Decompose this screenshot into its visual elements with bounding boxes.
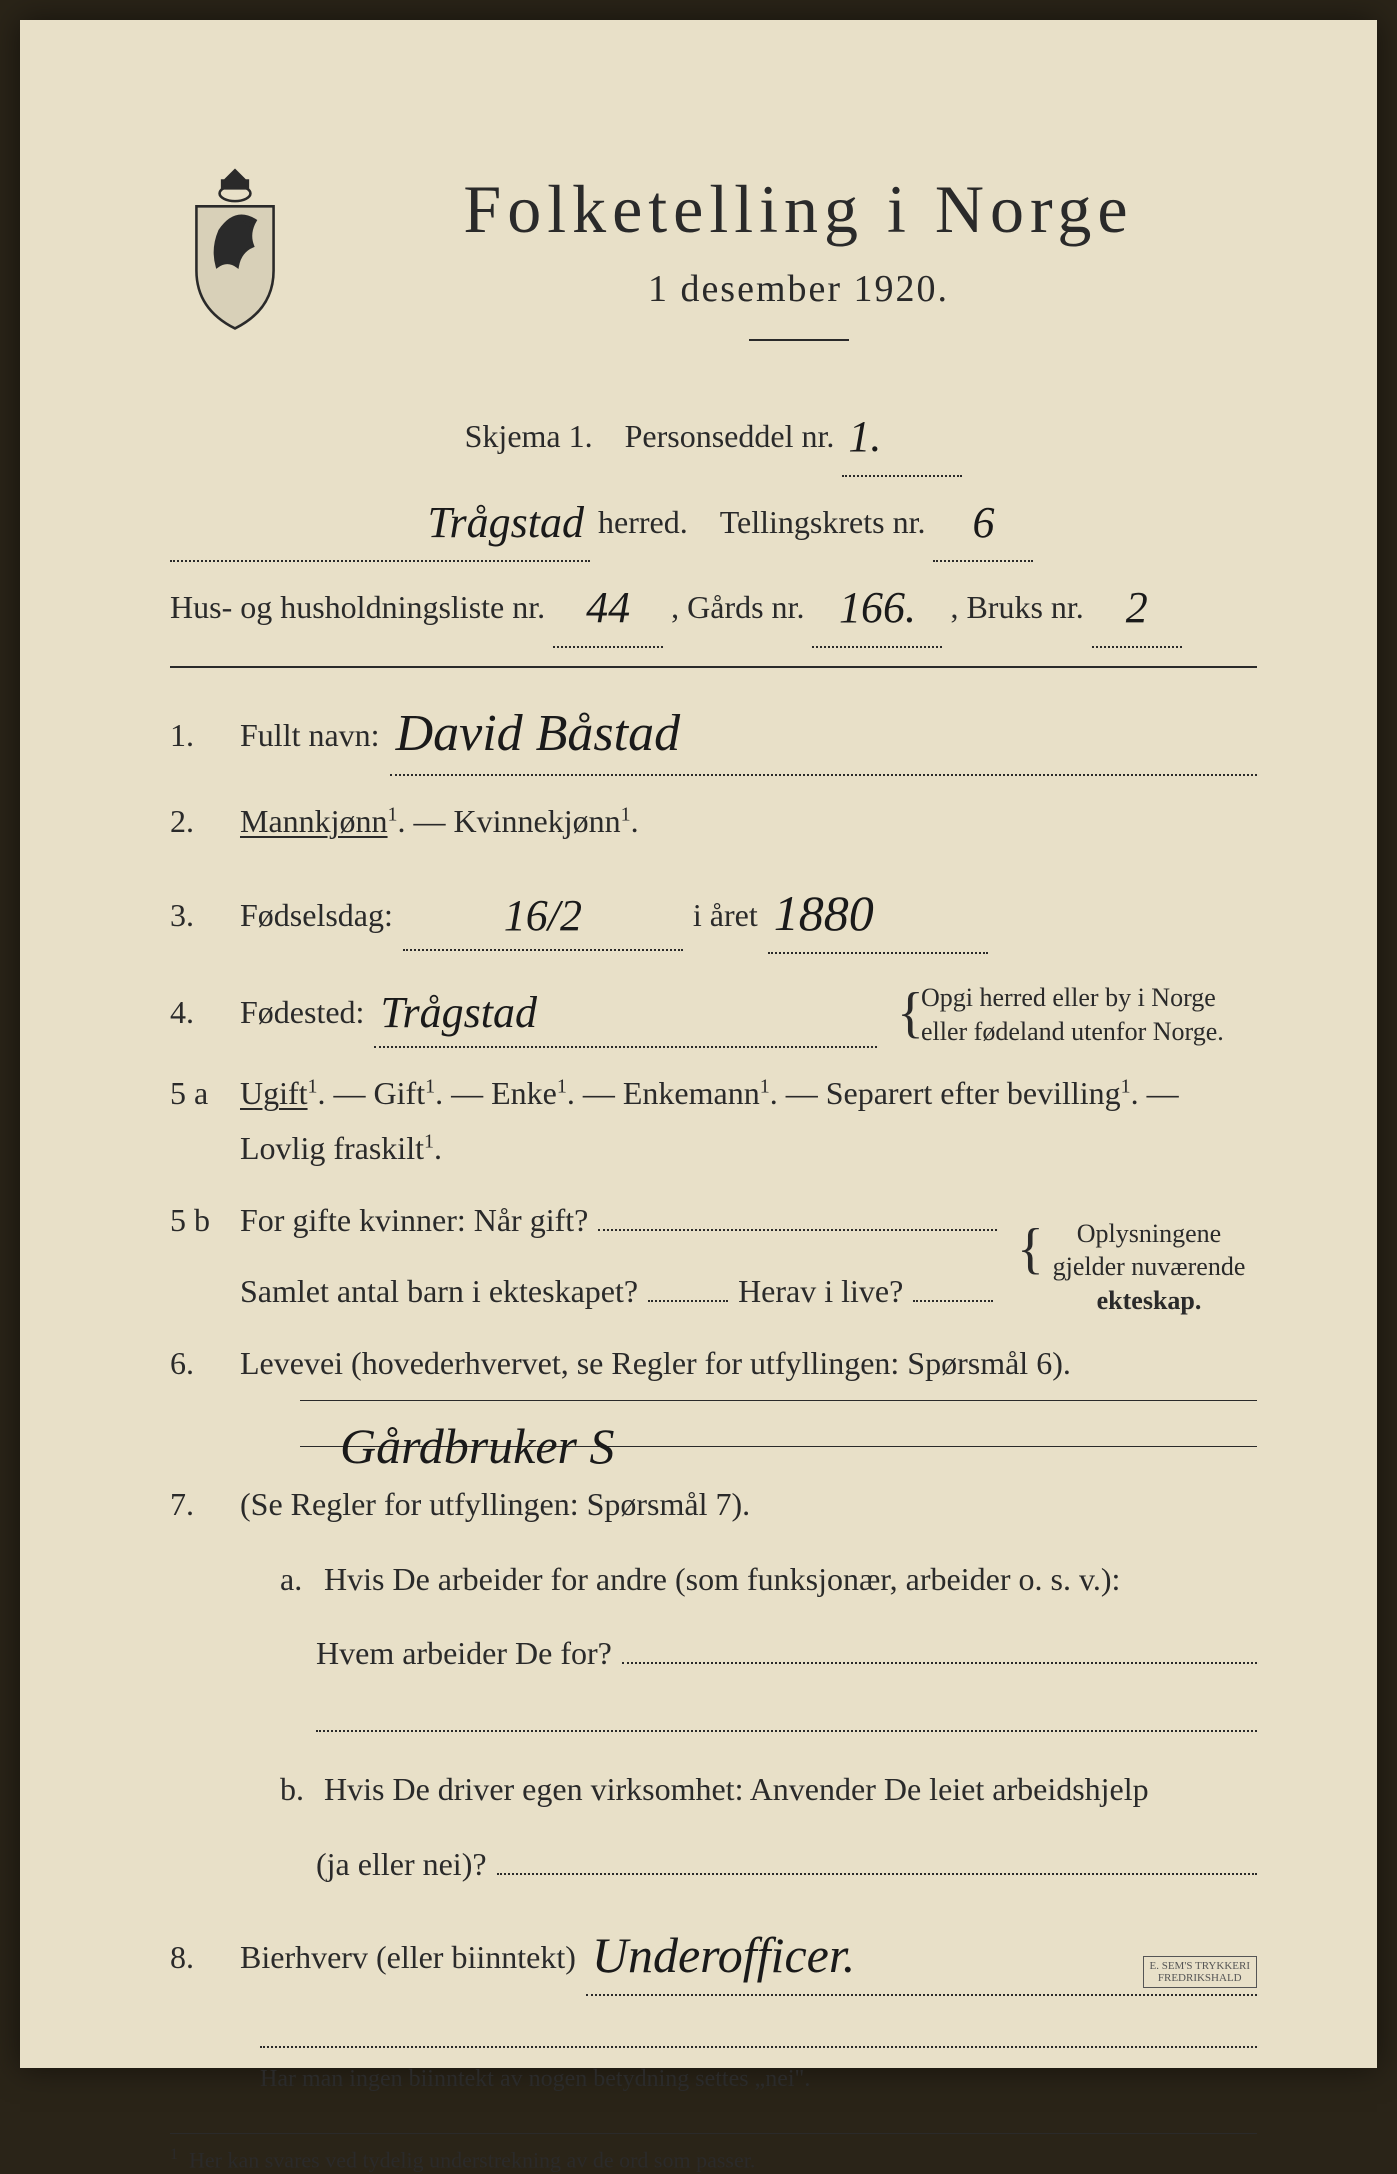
q5b-note: Oplysningene gjelder nuværende ekteskap.: [1017, 1217, 1257, 1318]
q6-label: Levevei (hovederhvervet, se Regler for u…: [240, 1345, 1071, 1381]
tellingskrets-value: 6: [972, 498, 994, 547]
q3-year-label: i året: [693, 888, 758, 942]
q1-value: David Båstad: [396, 705, 681, 762]
footnote: 1 Her kan svares ved tydelig understrekn…: [170, 2146, 1257, 2173]
q7b-letter: b.: [280, 1762, 316, 1816]
q6: 6. Levevei (hovederhvervet, se Regler fo…: [170, 1336, 1257, 1447]
q6-num: 6.: [170, 1336, 220, 1390]
q7a-text2: Hvem arbeider De for?: [316, 1626, 612, 1680]
q3-num: 3.: [170, 888, 220, 942]
q5a-fraskilt: Lovlig fraskilt: [240, 1130, 424, 1166]
skjema-line: Skjema 1. Personseddel nr. 1.: [170, 391, 1257, 477]
q3-label: Fødselsdag:: [240, 888, 393, 942]
q5a: 5 a Ugift1. — Gift1. — Enke1. — Enkemann…: [170, 1066, 1257, 1175]
bruks-value: 2: [1126, 583, 1148, 632]
q5b-line1: For gifte kvinner: Når gift?: [240, 1193, 588, 1247]
main-title: Folketelling i Norge: [340, 170, 1257, 249]
subtitle: 1 desember 1920.: [340, 267, 1257, 311]
q3: 3. Fødselsdag: 16/2 i året 1880: [170, 867, 1257, 954]
gards-value: 166.: [839, 583, 916, 632]
q8: 8. Bierhverv (eller biinntekt) Underoffi…: [170, 1909, 1257, 1996]
q7b: b. Hvis De driver egen virksomhet: Anven…: [280, 1762, 1257, 1891]
tellingskrets-label: Tellingskrets nr.: [720, 492, 926, 553]
q7b-text1: Hvis De driver egen virksomhet: Anvender…: [324, 1771, 1149, 1807]
herred-line: Trågstad herred. Tellingskrets nr. 6: [170, 477, 1257, 563]
hushold-line: Hus- og husholdningsliste nr. 44 , Gårds…: [170, 562, 1257, 648]
q7-label: (Se Regler for utfyllingen: Spørsmål 7).: [240, 1486, 750, 1522]
title-block: Folketelling i Norge 1 desember 1920.: [340, 160, 1257, 361]
q4-value: Trågstad: [380, 988, 537, 1037]
q7: 7. (Se Regler for utfyllingen: Spørsmål …: [170, 1477, 1257, 1891]
bottom-note: Har man ingen biinntekt av nogen betydni…: [260, 2066, 1257, 2093]
q8-blank: [260, 2020, 1257, 2048]
q5b-line2: Samlet antal barn i ekteskapet?: [240, 1264, 638, 1318]
q4: 4. Fødested: Trågstad Opgi herred eller …: [170, 972, 1257, 1049]
q4-label: Fødested:: [240, 985, 364, 1039]
q5a-gift: Gift: [374, 1075, 426, 1111]
q7b-text2: (ja eller nei)?: [316, 1837, 487, 1891]
q8-num: 8.: [170, 1930, 220, 1984]
hushold-value: 44: [586, 583, 630, 632]
q5a-ugift: Ugift: [240, 1075, 308, 1111]
q4-num: 4.: [170, 985, 220, 1039]
footnote-divider: [170, 2133, 1257, 2134]
q5a-enke: Enke: [491, 1075, 557, 1111]
header: Folketelling i Norge 1 desember 1920.: [170, 160, 1257, 361]
title-divider: [749, 339, 849, 341]
q5b-num: 5 b: [170, 1193, 220, 1247]
q8-value: Underofficer.: [592, 1927, 855, 1983]
q7a-letter: a.: [280, 1552, 316, 1606]
personseddel-value: 1.: [848, 412, 881, 461]
q8-label: Bierhverv (eller biinntekt): [240, 1930, 576, 1984]
q1: 1. Fullt navn: David Båstad: [170, 686, 1257, 776]
q2-num: 2.: [170, 794, 220, 848]
q7a: a. Hvis De arbeider for andre (som funks…: [280, 1552, 1257, 1733]
herred-value: Trågstad: [427, 498, 584, 547]
divider-1: [170, 666, 1257, 668]
q5a-num: 5 a: [170, 1066, 220, 1120]
coat-of-arms-icon: [170, 160, 300, 340]
hushold-label: Hus- og husholdningsliste nr.: [170, 577, 545, 638]
q7a-text1: Hvis De arbeider for andre (som funksjon…: [324, 1561, 1120, 1597]
q5b: 5 b For gifte kvinner: Når gift? Samlet …: [170, 1193, 1257, 1318]
q2: 2. Mannkjønn1. — Kvinnekjønn1.: [170, 794, 1257, 848]
q2-kvinne: Kvinnekjønn: [454, 803, 621, 839]
q3-year: 1880: [774, 885, 874, 941]
skjema-label: Skjema 1.: [465, 406, 593, 467]
q5a-separert: Separert efter bevilling: [826, 1075, 1121, 1111]
q7-num: 7.: [170, 1477, 220, 1531]
q3-day: 16/2: [504, 891, 582, 940]
bruks-label: , Bruks nr.: [950, 577, 1083, 638]
q1-label: Fullt navn:: [240, 708, 380, 762]
q1-num: 1.: [170, 708, 220, 762]
q5b-line2b: Herav i live?: [738, 1264, 903, 1318]
q5a-enkemann: Enkemann: [623, 1075, 760, 1111]
personseddel-label: Personseddel nr.: [625, 406, 835, 467]
gards-label: , Gårds nr.: [671, 577, 804, 638]
q4-note: Opgi herred eller by i Norge eller fødel…: [897, 981, 1257, 1049]
census-form-page: Folketelling i Norge 1 desember 1920. Sk…: [20, 20, 1377, 2068]
q2-mann: Mannkjønn: [240, 803, 388, 839]
herred-label: herred.: [598, 492, 688, 553]
printer-stamp: E. SEM'S TRYKKERI FREDRIKSHALD: [1143, 1956, 1258, 1988]
